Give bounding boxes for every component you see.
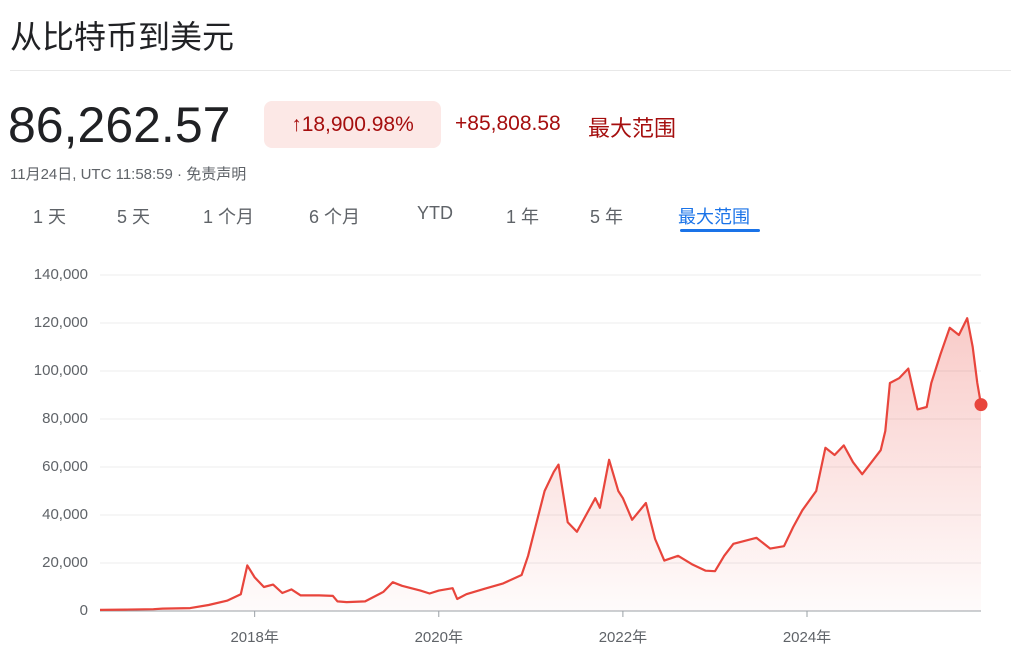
change-pill: ↑18,900.98% (264, 101, 441, 148)
range-tab[interactable]: 6 个月 (309, 207, 361, 227)
range-tab[interactable]: 1 天 (33, 207, 67, 227)
y-tick-label: 40,000 (42, 506, 88, 523)
range-tab[interactable]: 5 年 (590, 207, 624, 227)
y-tick-label: 60,000 (42, 458, 88, 475)
area-fill (100, 318, 981, 611)
x-tick-label: 2024年 (783, 629, 831, 646)
range-tab[interactable]: 5 天 (117, 207, 151, 227)
range-tab[interactable]: 最大范围 (678, 207, 750, 227)
range-tab[interactable]: YTD (417, 203, 453, 223)
range-tab[interactable]: 1 年 (506, 207, 540, 227)
price-line (99, 317, 983, 611)
y-tick-label: 80,000 (42, 410, 88, 427)
timestamp: 11月24日, UTC 11:58:59 · 免责声明 (10, 166, 247, 183)
range-label: 最大范围 (588, 116, 677, 141)
x-tick-label: 2022年 (599, 629, 647, 646)
title: 从比特币到美元 (10, 19, 235, 55)
divider (10, 70, 1011, 71)
y-tick-label: 120,000 (34, 314, 88, 331)
x-tick-label: 2018年 (230, 629, 278, 646)
change-pct: 18,900.98% (301, 113, 414, 136)
end-dot (974, 398, 988, 412)
y-tick-label: 0 (80, 602, 88, 619)
x-tick-label: 2020年 (415, 629, 463, 646)
y-tick-label: 100,000 (34, 362, 88, 379)
price: 86,262.57 (8, 97, 231, 153)
change-abs: +85,808.58 (455, 112, 561, 135)
y-tick-label: 20,000 (42, 554, 88, 571)
active-tab-underline (680, 229, 760, 232)
y-tick-label: 140,000 (34, 266, 88, 283)
range-tab[interactable]: 1 个月 (203, 207, 255, 227)
